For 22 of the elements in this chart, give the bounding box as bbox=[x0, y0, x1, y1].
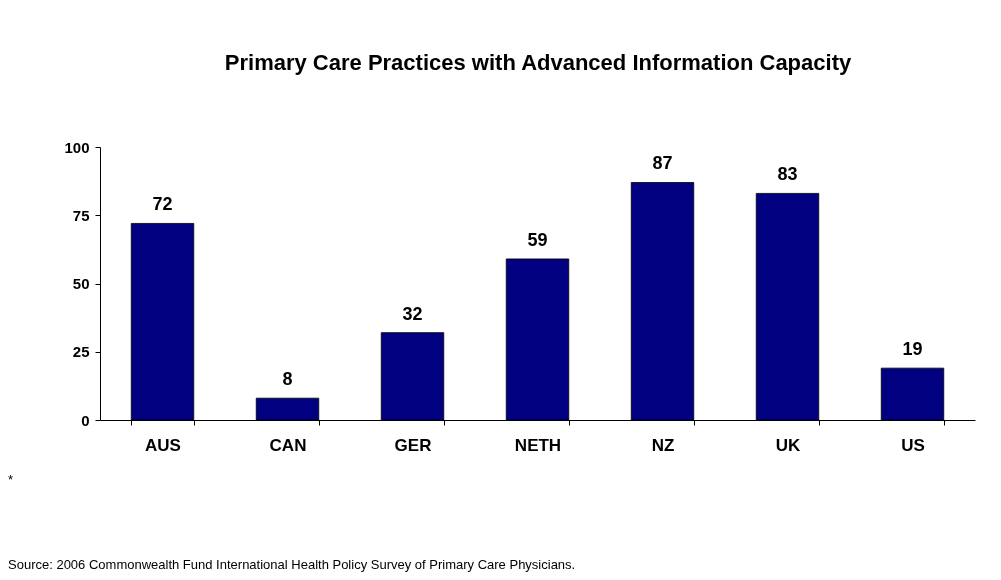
data-label: 19 bbox=[902, 339, 923, 360]
x-tick-label: NETH bbox=[514, 435, 562, 455]
y-tick-label: 100 bbox=[64, 138, 90, 156]
x-tick-label: CAN bbox=[269, 435, 307, 455]
text: * bbox=[8, 472, 14, 487]
x-tick-label: UK bbox=[775, 435, 801, 455]
x-tick-label: GER bbox=[394, 435, 432, 455]
data-label: 8 bbox=[282, 369, 293, 390]
data-label: 72 bbox=[152, 194, 173, 215]
source-note: Source: 2006 Commonwealth Fund International Health Policy Survey of Primary Care Physicians. bbox=[8, 557, 576, 572]
chart-title: Primary Care Practices with Advanced Information Capacity bbox=[224, 50, 852, 75]
data-label: 32 bbox=[402, 303, 423, 324]
x-tick-label: AUS bbox=[145, 435, 181, 455]
data-label: 83 bbox=[777, 164, 798, 185]
data-label: 59 bbox=[527, 229, 548, 250]
y-tick-label: 50 bbox=[72, 275, 90, 292]
y-tick-label: 0 bbox=[81, 411, 90, 429]
data-label: 87 bbox=[652, 153, 673, 174]
x-tick-label: NZ bbox=[651, 435, 675, 455]
x-tick-label: US bbox=[901, 435, 925, 455]
y-tick-label: 25 bbox=[72, 343, 90, 361]
y-tick-label: 75 bbox=[72, 206, 90, 224]
